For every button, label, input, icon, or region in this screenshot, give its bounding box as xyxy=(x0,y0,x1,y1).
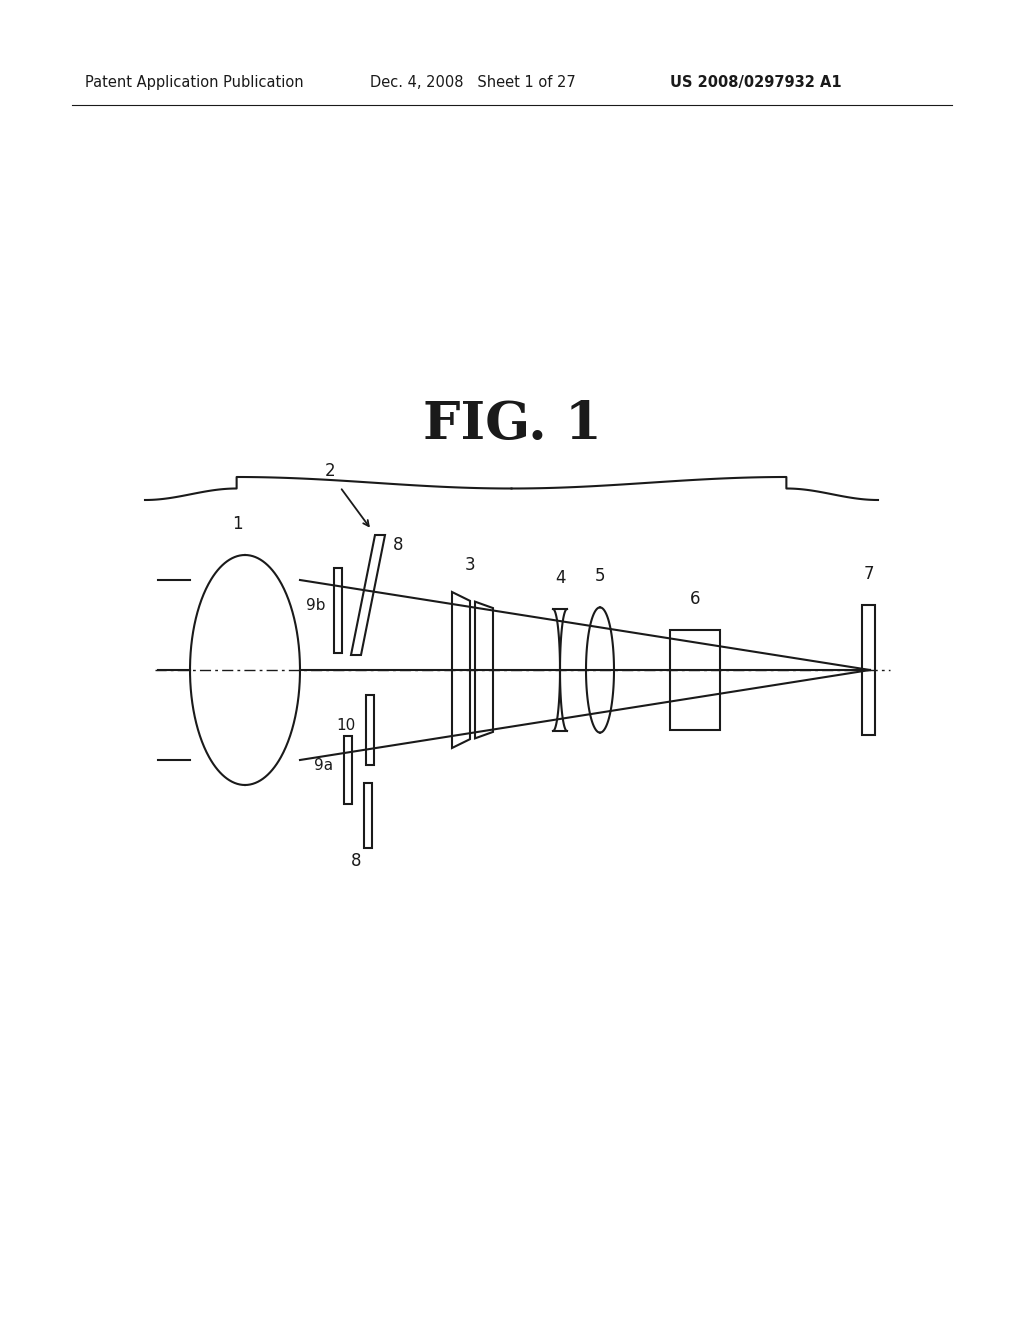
Text: 10: 10 xyxy=(336,718,355,733)
Text: 5: 5 xyxy=(595,568,605,585)
Text: 4: 4 xyxy=(555,569,565,587)
Text: Patent Application Publication: Patent Application Publication xyxy=(85,75,304,90)
Text: 1: 1 xyxy=(231,515,243,533)
Text: 8: 8 xyxy=(351,851,361,870)
Text: 9a: 9a xyxy=(314,758,333,772)
Text: 8: 8 xyxy=(393,536,403,554)
Text: 7: 7 xyxy=(863,565,873,583)
Text: US 2008/0297932 A1: US 2008/0297932 A1 xyxy=(670,75,842,90)
Text: Dec. 4, 2008   Sheet 1 of 27: Dec. 4, 2008 Sheet 1 of 27 xyxy=(370,75,575,90)
Text: 6: 6 xyxy=(690,590,700,609)
Text: 3: 3 xyxy=(465,556,475,574)
Text: FIG. 1: FIG. 1 xyxy=(423,399,601,450)
Text: 9b: 9b xyxy=(306,598,326,612)
Text: 2: 2 xyxy=(325,462,335,480)
